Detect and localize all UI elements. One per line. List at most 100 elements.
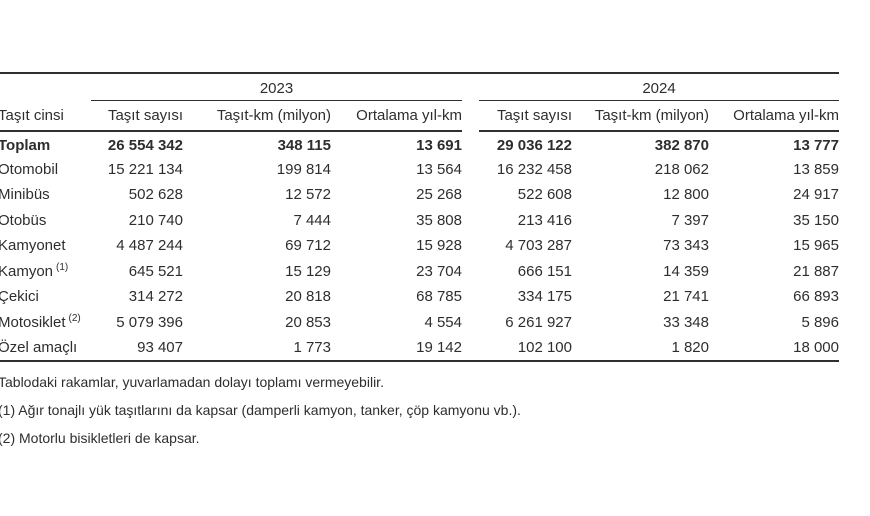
table-row-kamyonet: Kamyonet 4 487 244 69 712 15 928 4 703 2… <box>0 233 839 259</box>
table-cell: 33 348 <box>663 313 709 331</box>
footnote-rounding: Tablodaki rakamlar, yuvarlamadan dolayı … <box>0 374 384 390</box>
row-label: Kamyonet <box>0 233 91 259</box>
table-cell: 20 818 <box>285 288 331 306</box>
row-label: Minibüs <box>0 182 91 208</box>
column-header-tasit-sayisi-2023: Taşıt sayısı <box>91 100 183 132</box>
row-label-text: Toplam <box>0 137 51 155</box>
column-header-tasit-km-2023: Taşıt-km (milyon) <box>183 100 331 132</box>
column-header-row: Taşıt cinsi Taşıt sayısı Taşıt-km (milyo… <box>0 100 839 132</box>
row-label: Çekici <box>0 284 91 310</box>
table-cell: 29 036 122 <box>496 137 572 155</box>
footnote-1: (1) Ağır tonajlı yük taşıtlarını da kaps… <box>0 402 521 418</box>
row-label-text: Özel amaçlı <box>0 338 78 356</box>
column-group-gap <box>462 131 479 157</box>
table-cell: 15 221 134 <box>107 160 183 178</box>
table-row-otomobil: Otomobil 15 221 134 199 814 13 564 16 23… <box>0 157 839 183</box>
table-cell: 645 521 <box>128 262 183 280</box>
row-label: Otomobil <box>0 157 91 183</box>
column-header-tasit-cinsi: Taşıt cinsi <box>0 100 91 132</box>
column-group-gap <box>462 233 479 259</box>
table-cell: 522 608 <box>517 186 572 204</box>
table-cell: 314 272 <box>128 288 183 306</box>
empty-corner-cell <box>0 73 91 100</box>
column-group-gap <box>462 335 479 361</box>
table-cell: 1 773 <box>293 338 331 356</box>
table-cell: 1 820 <box>671 338 709 356</box>
column-group-gap <box>462 208 479 234</box>
column-group-gap <box>462 157 479 183</box>
footnote-marker: (2) <box>68 312 81 324</box>
column-header-ortalama-yil-km-2024: Ortalama yıl-km <box>709 100 839 132</box>
table-cell: 218 062 <box>654 160 709 178</box>
table-cell: 348 115 <box>277 137 331 155</box>
table-cell: 12 800 <box>663 186 709 204</box>
table-cell: 5 079 396 <box>116 313 183 331</box>
table-cell: 15 928 <box>416 237 462 255</box>
row-label: Özel amaçlı <box>0 335 91 361</box>
year-header-row: 2023 2024 <box>0 73 839 101</box>
row-label-text: Minibüs <box>0 186 50 204</box>
row-label-text: Kamyon <box>0 262 54 280</box>
column-header-tasit-km-2024: Taşıt-km (milyon) <box>572 100 709 132</box>
table-cell: 13 777 <box>793 137 839 155</box>
table-cell: 23 704 <box>416 262 462 280</box>
column-header-ortalama-yil-km-2023: Ortalama yıl-km <box>331 100 462 132</box>
table-cell: 4 487 244 <box>116 237 183 255</box>
table-cell: 7 397 <box>671 211 709 229</box>
table-cell: 6 261 927 <box>505 313 572 331</box>
table-cell: 25 268 <box>416 186 462 204</box>
row-label-text: Otomobil <box>0 160 59 178</box>
footnotes-block: Tablodaki rakamlar, yuvarlamadan dolayı … <box>0 368 521 452</box>
table-cell: 35 150 <box>793 211 839 229</box>
footnote-marker: (1) <box>56 261 69 273</box>
table-cell: 16 232 458 <box>496 160 572 178</box>
table-row-motosiklet: Motosiklet (2) 5 079 396 20 853 4 554 6 2… <box>0 310 839 336</box>
table-cell: 15 129 <box>285 262 331 280</box>
table-row-toplam: Toplam 26 554 342 348 115 13 691 29 036 … <box>0 131 839 157</box>
table-cell: 73 343 <box>663 237 709 255</box>
table-cell: 21 887 <box>793 262 839 280</box>
table-cell: 199 814 <box>276 160 331 178</box>
row-label: Kamyon (1) <box>0 259 91 285</box>
table-row-kamyon: Kamyon (1) 645 521 15 129 23 704 666 151 … <box>0 259 839 285</box>
table-cell: 18 000 <box>793 338 839 356</box>
table-cell: 4 703 287 <box>505 237 572 255</box>
table-cell: 69 712 <box>285 237 331 255</box>
table-cell: 13 859 <box>793 160 839 178</box>
table-row-ozel-amacli: Özel amaçlı 93 407 1 773 19 142 102 100 … <box>0 335 839 361</box>
table-cell: 26 554 342 <box>107 137 183 155</box>
table-cell: 382 870 <box>654 137 709 155</box>
table-cell: 24 917 <box>793 186 839 204</box>
table-cell: 5 896 <box>801 313 839 331</box>
vehicle-km-statistics-table: 2023 2024 Taşıt cinsi Taşıt sayısı Taşıt… <box>0 72 839 362</box>
column-group-gap <box>462 284 479 310</box>
row-label-text: Çekici <box>0 288 39 306</box>
table-row-minibus: Minibüs 502 628 12 572 25 268 522 608 12… <box>0 182 839 208</box>
table-cell: 12 572 <box>285 186 331 204</box>
row-label: Otobüs <box>0 208 91 234</box>
table-cell: 13 691 <box>416 137 462 155</box>
table-cell: 35 808 <box>416 211 462 229</box>
table-cell: 19 142 <box>416 338 462 356</box>
table-cell: 7 444 <box>293 211 331 229</box>
table-cell: 14 359 <box>663 262 709 280</box>
table-cell: 68 785 <box>416 288 462 306</box>
column-group-gap <box>462 259 479 285</box>
year-label-2023: 2023 <box>91 73 462 101</box>
row-label: Toplam <box>0 131 91 157</box>
table-row-otobus: Otobüs 210 740 7 444 35 808 213 416 7 39… <box>0 208 839 234</box>
table-cell: 102 100 <box>517 338 572 356</box>
column-group-gap <box>462 182 479 208</box>
table-cell: 4 554 <box>424 313 462 331</box>
table-row-cekici: Çekici 314 272 20 818 68 785 334 175 21 … <box>0 284 839 310</box>
column-header-tasit-sayisi-2024: Taşıt sayısı <box>479 100 572 132</box>
table-cell: 213 416 <box>517 211 572 229</box>
row-label-text: Motosiklet <box>0 313 66 331</box>
year-label-2024: 2024 <box>479 73 839 101</box>
column-group-gap <box>462 73 479 100</box>
table-cell: 66 893 <box>793 288 839 306</box>
table-cell: 666 151 <box>517 262 572 280</box>
table-cell: 15 965 <box>793 237 839 255</box>
table-cell: 21 741 <box>663 288 709 306</box>
